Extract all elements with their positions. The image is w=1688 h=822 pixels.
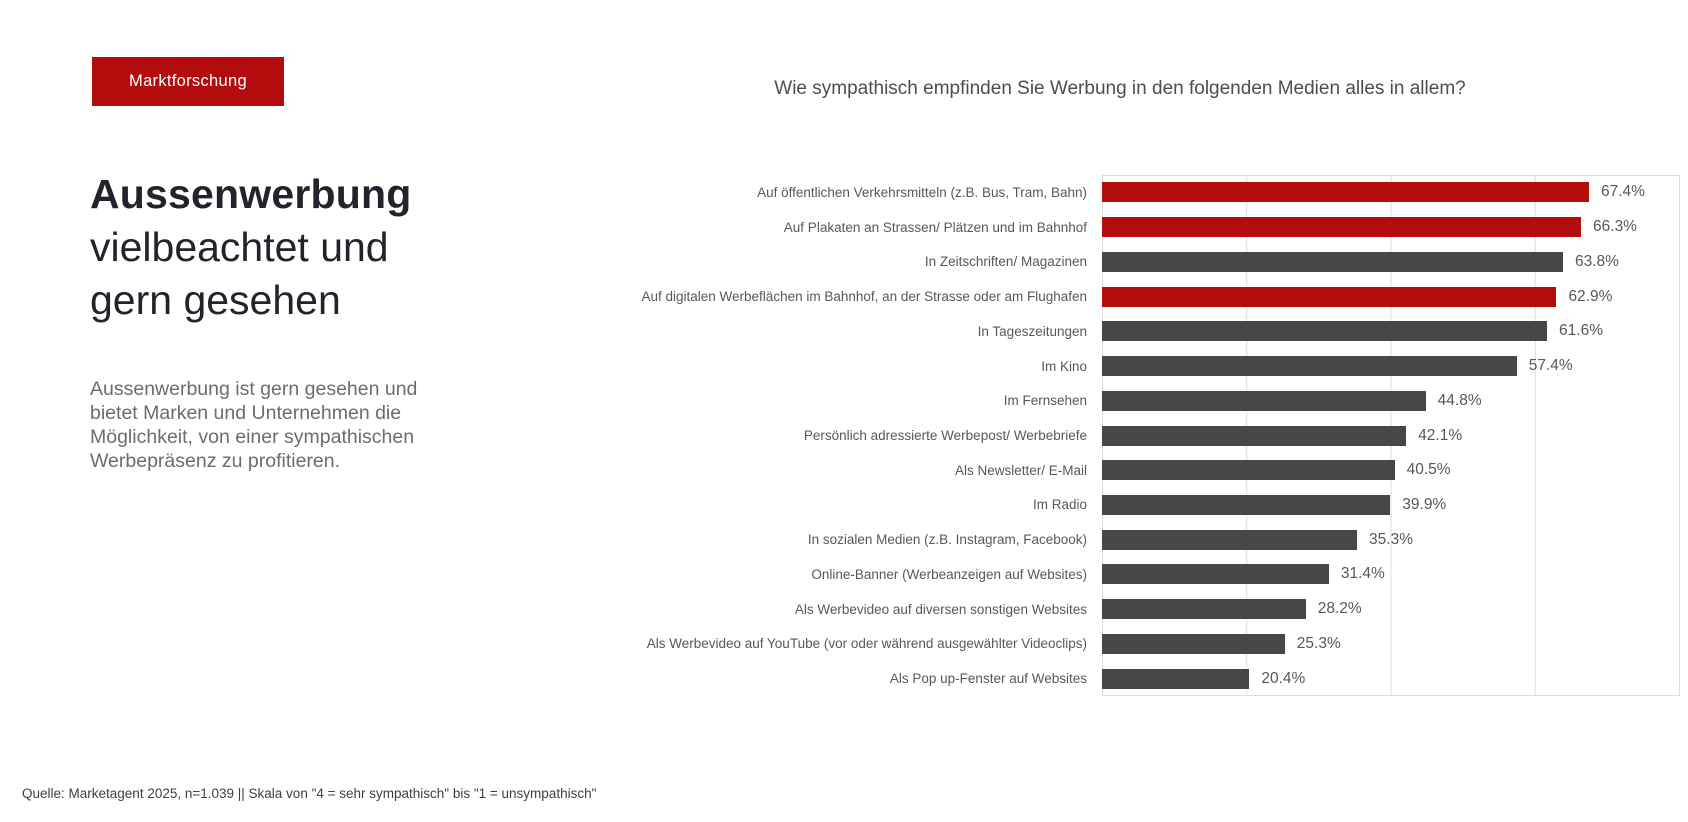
bar-label: Auf Plakaten an Strassen/ Plätzen und im… [783, 219, 1087, 235]
bar-value: 25.3% [1296, 634, 1341, 652]
bar-value: 44.8% [1437, 391, 1482, 409]
bar [1102, 390, 1426, 411]
bar-label: Als Werbevideo auf YouTube (vor oder wäh… [646, 636, 1087, 652]
bar-track: 35.3% [1102, 529, 1680, 550]
chart-row: Im Radio 39.9% [555, 488, 1680, 523]
bar-label: Als Pop up-Fenster auf Websites [889, 671, 1087, 687]
bar [1102, 217, 1582, 238]
bar [1102, 460, 1395, 481]
chart-row: Als Werbevideo auf diversen sonstigen We… [555, 592, 1680, 627]
bar-label: Im Kino [1041, 358, 1087, 374]
bar-value: 31.4% [1340, 565, 1385, 583]
bar-track: 31.4% [1102, 564, 1680, 585]
bar-label: Als Newsletter/ E-Mail [954, 462, 1087, 478]
chart-row: Auf Plakaten an Strassen/ Plätzen und im… [555, 210, 1680, 245]
bar-track: 40.5% [1102, 460, 1680, 481]
bar [1102, 425, 1407, 446]
bar [1102, 182, 1589, 203]
bar-value: 35.3% [1369, 530, 1413, 548]
bar-value: 66.3% [1593, 218, 1637, 236]
bar-track: 25.3% [1102, 633, 1680, 654]
bar [1102, 356, 1517, 377]
bar-label: In Zeitschriften/ Magazinen [924, 254, 1087, 270]
category-badge: Marktforschung [92, 57, 284, 106]
bar-track: 67.4% [1102, 182, 1680, 203]
bar [1102, 251, 1563, 272]
chart-row: Auf öffentlichen Verkehrsmitteln (z.B. B… [555, 175, 1680, 210]
chart-row: Als Werbevideo auf YouTube (vor oder wäh… [555, 627, 1680, 662]
chart-row: Als Newsletter/ E-Mail 40.5% [555, 453, 1680, 488]
bar [1102, 321, 1548, 342]
bar-value: 67.4% [1600, 183, 1645, 201]
chart-row: Auf digitalen Werbeflächen im Bahnhof, a… [555, 279, 1680, 314]
bar-value: 39.9% [1402, 495, 1447, 513]
chart-row: Im Fernsehen 44.8% [555, 383, 1680, 418]
bar-label: Auf digitalen Werbeflächen im Bahnhof, a… [641, 289, 1087, 305]
bar [1102, 668, 1250, 689]
chart-row: Persönlich adressierte Werbepost/ Werbeb… [555, 418, 1680, 453]
source-note: Quelle: Marketagent 2025, n=1.039 || Ska… [22, 786, 597, 801]
bar-track: 39.9% [1102, 494, 1680, 515]
bar [1102, 494, 1391, 515]
bar [1102, 633, 1285, 654]
bar-value: 20.4% [1261, 669, 1306, 687]
bar-track: 66.3% [1102, 217, 1680, 238]
bar-label: Als Werbevideo auf diversen sonstigen We… [794, 601, 1087, 617]
bar-track: 42.1% [1102, 425, 1680, 446]
chart-row: Als Pop up-Fenster auf Websites 20.4% [555, 661, 1680, 696]
intro-paragraph: Aussenwerbung ist gern gesehen und biete… [90, 378, 418, 472]
bar-track: 44.8% [1102, 390, 1680, 411]
chart-row: In Tageszeitungen 61.6% [555, 314, 1680, 349]
bar-label: In sozialen Medien (z.B. Instagram, Face… [807, 532, 1087, 548]
chart-title: Wie sympathisch empfinden Sie Werbung in… [774, 78, 1466, 99]
bar-value: 28.2% [1317, 600, 1362, 618]
bar-track: 57.4% [1102, 356, 1680, 377]
bar-value: 62.9% [1568, 287, 1613, 305]
bar-value: 40.5% [1406, 461, 1451, 479]
bar-value: 42.1% [1418, 426, 1463, 444]
page-title-rest: vielbeachtet und gern gesehen [90, 224, 389, 323]
bar-label: In Tageszeitungen [977, 323, 1087, 339]
bar-track: 61.6% [1102, 321, 1680, 342]
bar-label: Im Radio [1032, 497, 1087, 513]
bar-track: 20.4% [1102, 668, 1680, 689]
chart-row: Im Kino 57.4% [555, 349, 1680, 384]
bar [1102, 286, 1557, 307]
bar-track: 62.9% [1102, 286, 1680, 307]
bar-track: 28.2% [1102, 599, 1680, 620]
page-title-emphasis: Aussenwerbung [90, 171, 412, 217]
bar [1102, 529, 1358, 550]
bar-label: Online-Banner (Werbeanzeigen auf Website… [811, 566, 1087, 582]
bar [1102, 599, 1306, 620]
bar-label: Auf öffentlichen Verkehrsmitteln (z.B. B… [757, 184, 1087, 200]
bar-value: 57.4% [1528, 357, 1573, 375]
chart-row: In Zeitschriften/ Magazinen 63.8% [555, 244, 1680, 279]
chart-rows: Auf öffentlichen Verkehrsmitteln (z.B. B… [555, 175, 1680, 696]
bar-track: 63.8% [1102, 251, 1680, 272]
bar-label: Persönlich adressierte Werbepost/ Werbeb… [803, 428, 1087, 443]
bar [1102, 564, 1329, 585]
chart-row: Online-Banner (Werbeanzeigen auf Website… [555, 557, 1680, 592]
chart-row: In sozialen Medien (z.B. Instagram, Face… [555, 522, 1680, 557]
bar-label: Im Fernsehen [1003, 393, 1087, 409]
bar-value: 61.6% [1559, 322, 1603, 340]
bar-value: 63.8% [1574, 252, 1619, 270]
bar-chart: Auf öffentlichen Verkehrsmitteln (z.B. B… [555, 175, 1680, 696]
page-title: Aussenwerbung vielbeachtet und gern geseh… [90, 168, 458, 327]
